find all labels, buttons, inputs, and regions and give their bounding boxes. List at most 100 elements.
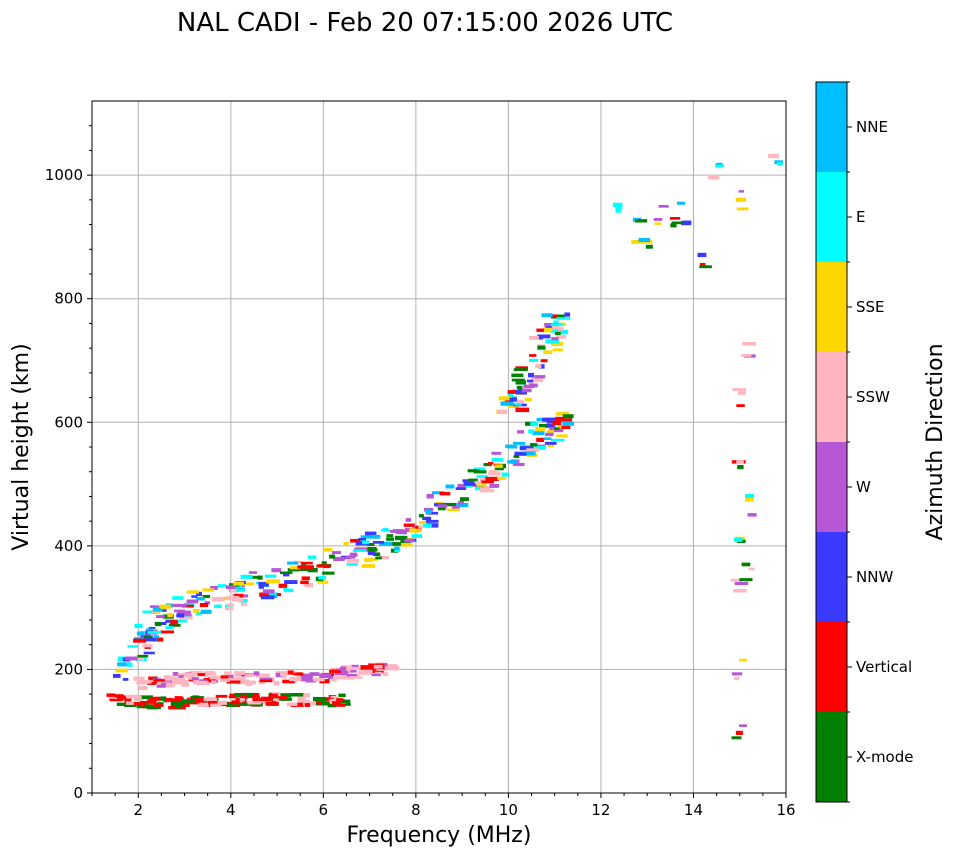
- echo-point: [731, 736, 742, 740]
- echo-point: [188, 678, 194, 682]
- echo-point: [374, 671, 382, 675]
- echo-point: [271, 568, 282, 573]
- echo-point: [394, 546, 400, 551]
- echo-point: [658, 205, 669, 208]
- echo-point: [467, 469, 480, 473]
- echo-point: [341, 702, 351, 706]
- echo-point: [456, 503, 469, 508]
- echo-point: [199, 603, 209, 608]
- echo-point: [258, 582, 269, 587]
- echo-point: [405, 518, 411, 522]
- echo-point: [557, 327, 564, 331]
- echo-point: [735, 730, 743, 735]
- echo-point: [125, 656, 138, 661]
- echo-point: [245, 682, 253, 686]
- echo-point: [167, 612, 173, 618]
- echo-point: [556, 434, 568, 438]
- echo-point: [517, 430, 525, 434]
- x-axis-label: Frequency (MHz): [347, 823, 532, 848]
- echo-point: [500, 401, 514, 406]
- echo-point: [736, 404, 745, 407]
- echo-point: [334, 703, 346, 707]
- echo-point: [350, 670, 357, 673]
- echo-point: [371, 664, 383, 669]
- echo-point: [122, 678, 129, 681]
- echo-point: [146, 628, 154, 633]
- echo-point: [117, 696, 123, 700]
- colorbar-label-nnw: NNW: [856, 568, 893, 586]
- echo-point: [149, 697, 157, 702]
- echo-point: [732, 388, 747, 392]
- echo-point: [507, 390, 517, 394]
- echo-point: [403, 523, 415, 527]
- y-axis-ticks: 0 200 400 600 800 1000: [45, 125, 92, 802]
- echo-point: [237, 699, 247, 704]
- echo-point: [300, 673, 314, 678]
- echo-point: [768, 153, 780, 159]
- echo-point: [514, 402, 522, 406]
- echo-point: [238, 679, 250, 684]
- echo-point: [742, 342, 757, 346]
- echo-point: [360, 535, 372, 539]
- echo-point: [235, 588, 246, 592]
- echo-point: [266, 579, 280, 584]
- echo-point: [635, 219, 648, 223]
- echo-point: [334, 556, 346, 560]
- echo-point: [737, 465, 744, 470]
- echo-point: [382, 527, 389, 531]
- echo-point: [530, 443, 538, 447]
- echo-point: [235, 697, 242, 701]
- y-tick-label: 400: [54, 537, 83, 555]
- echo-point: [539, 364, 545, 369]
- echo-point: [739, 724, 747, 727]
- echo-point: [168, 706, 176, 710]
- echo-point: [485, 476, 499, 481]
- echo-point: [390, 529, 398, 533]
- echo-point: [192, 699, 201, 704]
- echo-point: [330, 695, 337, 700]
- echo-point: [172, 679, 181, 683]
- echo-point: [303, 583, 314, 588]
- echo-point: [555, 329, 569, 335]
- echo-point: [554, 427, 560, 430]
- echo-point: [360, 665, 374, 670]
- echo-point: [220, 596, 230, 601]
- echo-point: [513, 455, 520, 458]
- echo-point: [153, 703, 163, 707]
- echo-point: [141, 631, 151, 636]
- echo-point: [329, 698, 342, 702]
- colorbar-segment-sse: [816, 262, 847, 352]
- echo-point: [547, 443, 554, 448]
- echo-point: [552, 420, 562, 426]
- echo-point: [349, 552, 358, 557]
- echo-point: [202, 595, 211, 599]
- echo-point: [143, 651, 155, 655]
- colorbar-segment-e: [816, 172, 847, 262]
- echo-point: [297, 565, 309, 569]
- echo-point: [534, 445, 546, 450]
- echo-point: [366, 543, 375, 546]
- echo-point: [670, 217, 681, 220]
- echo-point: [386, 537, 394, 541]
- echo-point: [476, 484, 487, 487]
- echo-point: [364, 558, 373, 562]
- echo-point: [372, 670, 384, 674]
- echo-point: [439, 491, 451, 496]
- echo-point: [550, 328, 558, 333]
- echo-point: [322, 571, 335, 575]
- echo-point: [404, 538, 415, 543]
- echo-point: [168, 623, 181, 627]
- echo-point: [339, 666, 347, 671]
- echo-point: [154, 696, 161, 701]
- echo-point: [202, 588, 215, 592]
- echo-point: [748, 567, 755, 571]
- echo-point: [301, 576, 310, 581]
- echo-point: [215, 694, 228, 698]
- echo-point: [386, 664, 398, 668]
- echo-point: [468, 478, 478, 482]
- echo-point: [240, 594, 249, 598]
- colorbar-segment-nne: [816, 82, 847, 172]
- echo-point: [186, 697, 193, 701]
- echo-point: [265, 701, 279, 706]
